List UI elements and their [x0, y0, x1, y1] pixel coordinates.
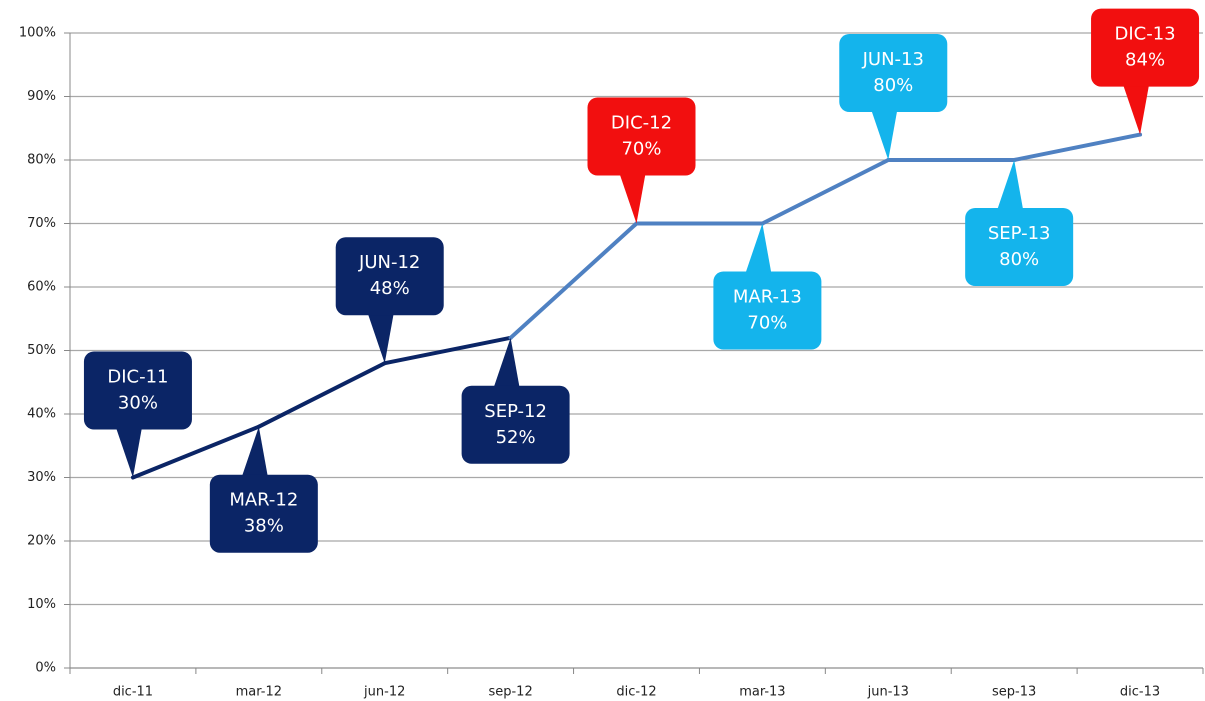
- callout-pointer: [871, 110, 898, 160]
- callout-title: MAR-13: [733, 287, 802, 308]
- line-segment: [130, 424, 261, 480]
- callout-pointer: [745, 223, 772, 274]
- data-label: 70%: [747, 313, 787, 334]
- callout-pointer: [493, 337, 520, 388]
- x-tick-label: jun-12: [363, 685, 405, 700]
- callout-pointer: [619, 173, 646, 224]
- callout-box: [83, 351, 192, 430]
- data-label: 80%: [873, 75, 913, 96]
- x-tick-label: dic-12: [616, 685, 656, 700]
- x-tick-label: jun-13: [867, 685, 909, 700]
- callout-title: JUN-12: [358, 252, 420, 273]
- callout-title: SEP-12: [484, 401, 547, 422]
- y-tick-label: 90%: [27, 89, 56, 104]
- data-label: 38%: [244, 516, 284, 537]
- callout-title: DIC-13: [1114, 24, 1175, 45]
- y-tick-label: 0%: [35, 661, 56, 676]
- callout-title: JUN-13: [862, 49, 924, 70]
- y-tick-label: 40%: [27, 407, 56, 422]
- y-tick-label: 70%: [27, 216, 56, 231]
- x-tick-label: dic-11: [113, 685, 153, 700]
- data-label: 80%: [999, 249, 1039, 270]
- x-tick-label: sep-12: [488, 685, 532, 700]
- callout-box: [839, 34, 948, 112]
- callout-title: DIC-12: [611, 113, 672, 134]
- y-tick-label: 100%: [19, 26, 56, 41]
- y-tick-label: 80%: [27, 153, 56, 168]
- line-segment: [508, 221, 639, 340]
- callout-box: [1091, 8, 1200, 87]
- x-tick-label: mar-12: [236, 685, 282, 700]
- callout-title: SEP-13: [988, 223, 1051, 244]
- y-tick-label: 10%: [27, 597, 56, 612]
- callout-box: [587, 97, 696, 176]
- callout-pointer: [1123, 84, 1150, 135]
- line-segment: [1012, 132, 1143, 162]
- y-tick-label: 60%: [27, 280, 56, 295]
- callout-box: [335, 237, 444, 316]
- line-segment: [760, 158, 891, 226]
- y-tick-label: 30%: [27, 470, 56, 485]
- callout-box: [209, 474, 318, 553]
- x-tick-label: sep-13: [992, 685, 1036, 700]
- data-label: 70%: [621, 139, 661, 160]
- line-segment: [256, 361, 387, 429]
- callout-pointer: [241, 426, 268, 477]
- data-label: 52%: [496, 427, 536, 448]
- data-label: 30%: [118, 393, 158, 414]
- data-label: 48%: [370, 278, 410, 299]
- x-tick-label: mar-13: [739, 685, 785, 700]
- callout-title: MAR-12: [229, 490, 298, 511]
- callout-box: [713, 271, 822, 350]
- callout-box: [461, 385, 570, 464]
- y-tick-label: 20%: [27, 534, 56, 549]
- x-tick-label: dic-13: [1120, 685, 1160, 700]
- callout-pointer: [115, 427, 142, 478]
- data-label: 84%: [1125, 50, 1165, 71]
- callout-pointer: [367, 313, 394, 364]
- y-tick-label: 50%: [27, 343, 56, 358]
- callout-pointer: [997, 160, 1024, 210]
- callout-title: DIC-11: [107, 367, 168, 388]
- line-segment: [382, 335, 513, 366]
- callout-box: [965, 208, 1074, 286]
